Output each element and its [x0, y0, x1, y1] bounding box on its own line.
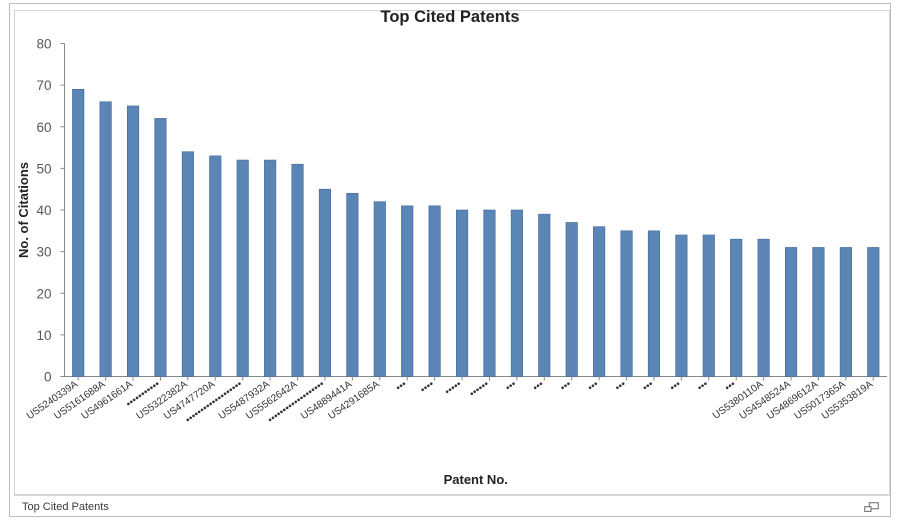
svg-text:0: 0	[44, 369, 52, 384]
svg-text:••••: ••••	[419, 378, 437, 395]
svg-text:•••••: •••••	[443, 378, 464, 397]
svg-text:•••: •••	[586, 378, 601, 393]
svg-text:•••: •••	[394, 378, 409, 393]
svg-text:•••: •••	[559, 378, 574, 393]
svg-text:20: 20	[36, 286, 51, 301]
svg-text:••••••: ••••••	[468, 378, 492, 399]
svg-text:•••: •••	[668, 378, 683, 393]
svg-text:70: 70	[36, 78, 51, 93]
svg-text:No. of Citations: No. of Citations	[16, 161, 31, 257]
svg-text:•••: •••	[504, 378, 519, 393]
svg-text:10: 10	[36, 327, 51, 342]
svg-text:Patent No.: Patent No.	[444, 472, 508, 487]
svg-text:30: 30	[36, 244, 51, 259]
svg-text:80: 80	[36, 36, 51, 51]
svg-text:•••: •••	[613, 378, 628, 393]
svg-text:60: 60	[36, 119, 51, 134]
svg-text:50: 50	[36, 161, 51, 176]
svg-text:•••: •••	[723, 378, 738, 393]
svg-text:•••: •••	[641, 378, 656, 393]
svg-text:•••: •••	[696, 378, 711, 393]
svg-text:40: 40	[36, 203, 51, 218]
svg-text:•••: •••	[531, 378, 546, 393]
